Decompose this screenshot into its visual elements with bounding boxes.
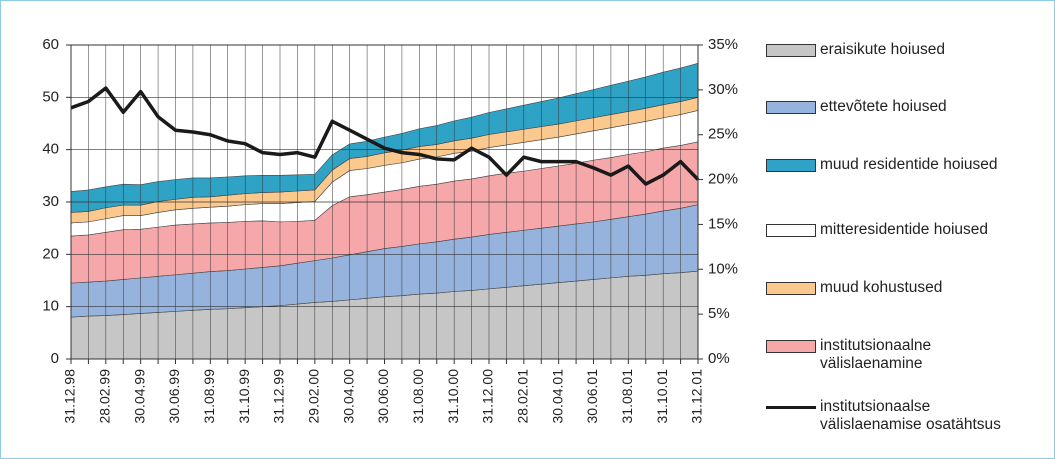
legend-entry: ettevõtete hoiused xyxy=(766,98,1046,116)
x-tick-label: 31.10.01 xyxy=(654,369,670,424)
y2-tick-label: 30% xyxy=(708,81,738,98)
legend-swatch xyxy=(766,406,816,409)
x-tick-label: 31.12.01 xyxy=(689,369,705,424)
legend-entry: mitteresidentide hoiused xyxy=(766,221,1046,239)
x-tick-label: 31.12.00 xyxy=(480,369,496,424)
legend-swatch xyxy=(766,340,816,353)
y2-tick-label: 25% xyxy=(708,126,738,143)
legend-entry: muud kohustused xyxy=(766,279,1046,297)
x-tick-label: 31.08.00 xyxy=(410,369,426,424)
y-tick-label: 60 xyxy=(42,36,59,53)
legend-label: institutsionaalne välislaenamine xyxy=(820,337,932,372)
y-tick-label: 20 xyxy=(42,245,59,262)
legend-swatch xyxy=(766,159,816,172)
x-tick-label: 28.02.01 xyxy=(515,369,531,424)
y2-tick-label: 5% xyxy=(708,305,730,322)
x-tick-label: 31.08.99 xyxy=(201,369,217,424)
y2-tick-label: 10% xyxy=(708,260,738,277)
legend-entry: muud residentide hoiused xyxy=(766,156,1046,174)
x-tick-label: 31.08.01 xyxy=(619,369,635,424)
x-tick-label: 30.06.00 xyxy=(375,369,391,424)
y-tick-label: 0 xyxy=(51,350,59,367)
y-tick-label: 30 xyxy=(42,193,59,210)
legend-label: eraisikute hoiused xyxy=(820,41,945,58)
legend-entry: institutsionaalne välislaenamine xyxy=(766,337,1046,373)
x-tick-label: 29.02.00 xyxy=(306,369,322,424)
y2-tick-label: 15% xyxy=(708,215,738,232)
x-tick-label: 31.10.00 xyxy=(445,369,461,424)
x-tick-label: 30.04.99 xyxy=(131,369,147,424)
y-tick-label: 40 xyxy=(42,141,59,158)
legend-label: muud residentide hoiused xyxy=(820,156,998,173)
x-tick-label: 31.10.99 xyxy=(236,369,252,424)
legend-entry: eraisikute hoiused xyxy=(766,41,1046,59)
legend-label: ettevõtete hoiused xyxy=(820,98,947,115)
legend-swatch xyxy=(766,224,816,237)
x-tick-label: 30.04.00 xyxy=(340,369,356,424)
line xyxy=(70,86,700,186)
x-tick-label: 30.06.99 xyxy=(166,369,182,424)
x-tick-label: 30.06.01 xyxy=(584,369,600,424)
legend-swatch xyxy=(766,101,816,114)
x-tick-label: 28.02.99 xyxy=(97,369,113,424)
x-tick-label: 31.12.99 xyxy=(271,369,287,424)
legend-entry: institutsionaalse välislaenamise osatäht… xyxy=(766,398,1046,434)
y2-tick-label: 35% xyxy=(708,36,738,53)
y2-tick-label: 0% xyxy=(708,350,730,367)
x-tick-label: 31.12.98 xyxy=(62,369,78,424)
y-tick-label: 10 xyxy=(42,298,59,315)
legend-label: mitteresidentide hoiused xyxy=(820,221,989,238)
legend-label: muud kohustused xyxy=(820,279,943,296)
legend-swatch xyxy=(766,44,816,57)
legend-swatch xyxy=(766,282,816,295)
y2-tick-label: 20% xyxy=(708,171,738,188)
x-tick-label: 30.04.01 xyxy=(549,369,565,424)
legend-label: institutsionaalse välislaenamise osatäht… xyxy=(820,398,1001,433)
y-tick-label: 50 xyxy=(42,88,59,105)
